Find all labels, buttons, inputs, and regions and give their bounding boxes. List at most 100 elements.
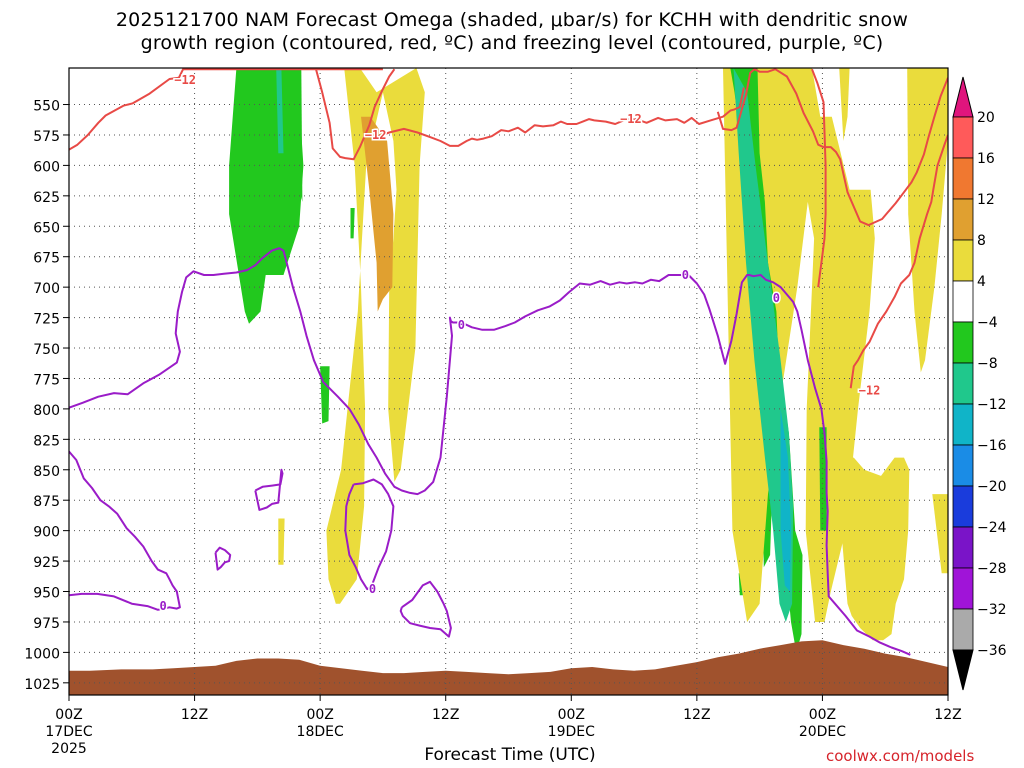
colorbar-label-2: 12 <box>977 192 995 208</box>
omega-region-green-upper-2 <box>294 68 303 202</box>
y-tick-label-750: 750 <box>33 342 60 358</box>
colorbar-swatch-9 <box>952 485 974 528</box>
contour-dgz-minus12-c <box>716 68 948 227</box>
colorbar-bottom-arrow <box>952 649 974 691</box>
colorbar-swatch-1 <box>952 157 974 200</box>
omega-region-orange-band-18 <box>361 116 394 312</box>
terrain-polygon <box>69 640 948 695</box>
colorbar-swatch-10 <box>952 526 974 569</box>
colorbar-label-0: 20 <box>977 110 995 126</box>
y-tick-label-800: 800 <box>33 403 60 419</box>
contour-freeze-0-loop3 <box>344 478 395 591</box>
omega-region-yellow-band-18 <box>326 68 425 604</box>
y-tick-label-925: 925 <box>33 555 60 571</box>
contour-dgz-minus12-left <box>69 68 383 151</box>
x-tick-label-24: 00Z <box>306 707 333 723</box>
y-tick-label-650: 650 <box>33 220 60 236</box>
y-tick-label-900: 900 <box>33 525 60 541</box>
contour-label-freeze-5: 0 <box>458 318 465 332</box>
colorbar-label-4: 4 <box>977 274 986 290</box>
x-tick-label-60: 12Z <box>683 707 710 723</box>
colorbar-label-6: −8 <box>977 356 998 372</box>
contour-dgz-minus12-a <box>315 68 396 161</box>
contour-dgz-minus12-e <box>849 134 948 389</box>
contour-freeze-0-loop4 <box>399 580 452 638</box>
x-tick-year-0: 2025 <box>51 741 87 757</box>
colorbar-swatch-12 <box>952 608 974 651</box>
terrain-fill <box>69 640 948 695</box>
x-tick-label-36: 12Z <box>432 707 459 723</box>
colorbar-swatch-2 <box>952 198 974 241</box>
colorbar-label-3: 8 <box>977 233 986 249</box>
colorbar-swatch-0 <box>952 116 974 159</box>
colorbar-swatch-3 <box>952 239 974 282</box>
y-tick-label-600: 600 <box>33 159 60 175</box>
omega-region-teal-day20 <box>733 68 794 622</box>
x-tick-label-48: 00Z <box>558 707 585 723</box>
omega-region-yellow-small-1 <box>278 518 285 565</box>
omega-region-cyan-day20 <box>780 408 791 592</box>
colorbar-label-9: −20 <box>977 479 1007 495</box>
y-tick-label-975: 975 <box>33 616 60 632</box>
colorbar-label-11: −28 <box>977 561 1007 577</box>
y-tick-label-725: 725 <box>33 312 60 328</box>
colorbar-swatch-11 <box>952 567 974 610</box>
y-tick-label-1025: 1025 <box>24 677 60 693</box>
colorbar-swatch-4 <box>952 280 974 323</box>
contour-dgz-minus12-b <box>363 87 745 147</box>
contour-label-freeze-4: 0 <box>160 599 167 613</box>
omega-region-green-small-1 <box>320 366 330 424</box>
chart-title-line-1: 2025121700 NAM Forecast Omega (shaded, μ… <box>115 9 909 31</box>
colorbar-label-12: −32 <box>977 602 1007 618</box>
colorbar-swatch-8 <box>952 444 974 487</box>
omega-region-green-dot-1 <box>350 208 355 239</box>
credit-link[interactable]: coolwx.com/models <box>826 747 975 765</box>
x-tick-label-0: 00Z <box>55 707 82 723</box>
contour-label-dgz-1: −12 <box>365 128 387 142</box>
contour-label-freeze-7: 0 <box>682 268 689 282</box>
colorbar-label-1: 16 <box>977 151 995 167</box>
y-tick-label-825: 825 <box>33 433 60 449</box>
colorbar-swatch-7 <box>952 403 974 446</box>
y-tick-label-775: 775 <box>33 372 60 388</box>
y-axis: 550 575 600 625 650 675 700 725 750 775 800 825 850 8… <box>24 99 69 693</box>
omega-region-green-upper-1 <box>229 68 304 324</box>
contour-freeze-0-main <box>69 247 911 656</box>
y-tick-label-625: 625 <box>33 190 60 206</box>
contour-label-dgz-3: −12 <box>859 384 881 398</box>
x-axis-title: Forecast Time (UTC) <box>424 745 596 765</box>
colorbar-label-5: −4 <box>977 315 998 331</box>
y-tick-label-575: 575 <box>33 129 60 145</box>
contour-label-freeze-6: 0 <box>369 582 376 596</box>
omega-region-green-right-small <box>819 427 827 531</box>
x-tick-label-12: 12Z <box>181 707 208 723</box>
contour-dgz-minus12-d <box>811 68 827 288</box>
y-tick-label-550: 550 <box>33 99 60 115</box>
contour-freeze-0-loop1 <box>254 468 284 511</box>
chart-title-line-2: growth region (contoured, red, ºC) and f… <box>140 32 884 54</box>
contour-label-dgz-2: −12 <box>620 112 642 126</box>
contour-lines <box>69 68 948 656</box>
omega-region-yellow-right-3 <box>841 457 910 641</box>
y-tick-label-850: 850 <box>33 464 60 480</box>
x-tick-date-24: 18DEC <box>297 724 344 740</box>
contour-freeze-0-left <box>69 450 181 611</box>
omega-shading <box>229 68 948 653</box>
colorbar-label-10: −24 <box>977 520 1007 536</box>
colorbar-label-8: −16 <box>977 438 1007 454</box>
x-tick-date-72: 20DEC <box>799 724 846 740</box>
x-tick-date-48: 19DEC <box>548 724 595 740</box>
x-tick-date-0: 17DEC <box>45 724 92 740</box>
y-tick-label-675: 675 <box>33 251 60 267</box>
contour-labels: −12 −12 −12 −12 0 0 0 0 0 <box>158 72 882 615</box>
contour-label-freeze-8: 0 <box>773 291 780 305</box>
colorbar-swatch-6 <box>952 362 974 405</box>
y-tick-label-950: 950 <box>33 586 60 602</box>
omega-region-yellow-right-1 <box>907 68 948 373</box>
y-tick-label-700: 700 <box>33 281 60 297</box>
x-tick-label-84: 12Z <box>934 707 961 723</box>
y-tick-label-1000: 1000 <box>24 646 60 662</box>
colorbar: 20 16 12 8 4 −4 −8 −12 −16 −20 −24 −28 −32 −36 <box>952 76 1007 691</box>
